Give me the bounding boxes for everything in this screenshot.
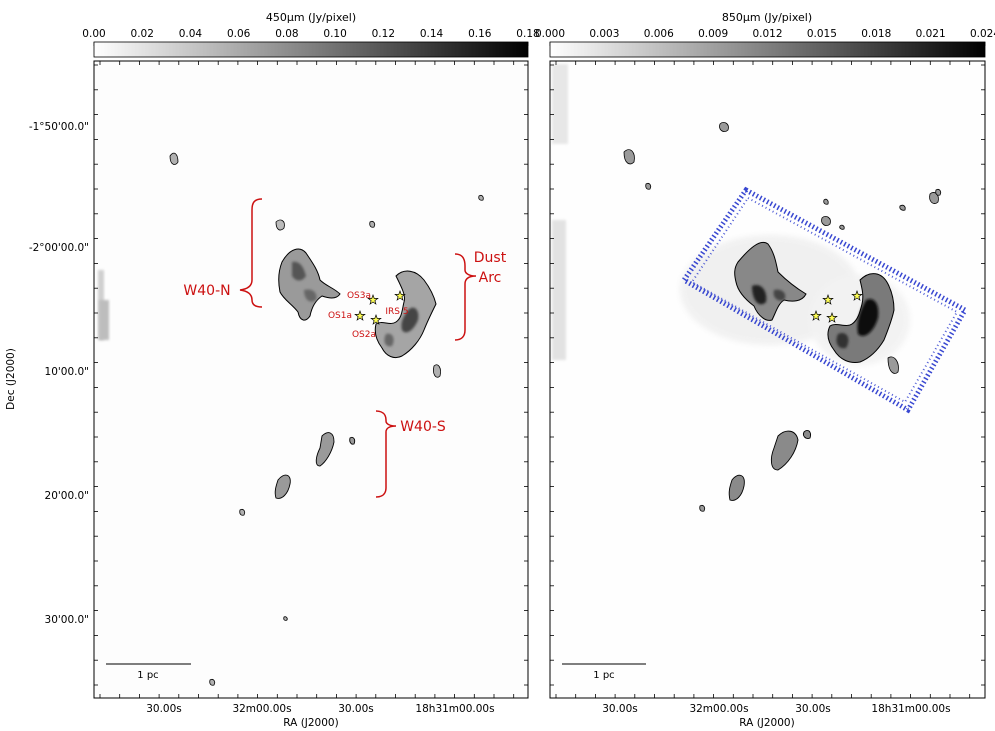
x-tick-label: 30.00s <box>146 703 182 715</box>
irs5-star-icon <box>394 289 406 301</box>
y-tick-label: -2°00'00.0" <box>29 242 89 254</box>
star-icon <box>826 311 838 323</box>
right-colorbar-bar <box>549 41 986 58</box>
right-scan-footprint <box>680 186 969 414</box>
colorbar-tick-label: 0.10 <box>323 28 346 40</box>
left-x-axis-label: RA (J2000) <box>283 717 338 729</box>
right-w40s-emission <box>728 429 811 501</box>
left-sources: OS3a IRS 5 OS1a OS2a <box>328 289 409 340</box>
x-tick-label: 30.00s <box>602 703 638 715</box>
x-tick-label: 18h31m00.00s <box>871 703 950 715</box>
left-colorbar-tick-labels: 0.00 0.02 0.04 0.06 0.08 0.10 0.12 0.14 0.16 0.18 <box>82 28 540 46</box>
x-tick-label: 32m00.00s <box>689 703 748 715</box>
left-colorbar-bar <box>93 41 529 58</box>
os2a-label: OS2a <box>352 330 376 340</box>
left-colorbar: 450μm (Jy/pixel) 0.00 0.02 0.04 0.06 0.08 0.1… <box>82 11 540 58</box>
left-small-clumps <box>169 152 484 686</box>
y-tick-label: 10'00.0" <box>45 366 89 378</box>
right-panel: 850μm (Jy/pixel) 0.000 0.003 0.006 0.009 0.0… <box>535 11 995 729</box>
right-sources <box>810 289 863 323</box>
w40s-bracket <box>375 410 397 498</box>
left-w40n-emission <box>275 219 341 321</box>
right-edge-noise <box>552 64 568 360</box>
left-dust-arc-emission <box>374 270 437 359</box>
right-small-clumps <box>623 122 942 512</box>
y-tick-label: -1°50'00.0" <box>29 121 89 133</box>
colorbar-tick-label: 0.08 <box>275 28 298 40</box>
y-tick-label: 30'00.0" <box>45 614 89 626</box>
colorbar-tick-label: 0.024 <box>970 28 995 40</box>
colorbar-tick-label: 0.02 <box>131 28 154 40</box>
os3a-star-icon <box>367 293 379 305</box>
w40n-label: W40-N <box>183 283 230 299</box>
right-x-tick-labels: 30.00s 32m00.00s 30.00s 18h31m00.00s <box>602 703 950 715</box>
x-tick-label: 18h31m00.00s <box>415 703 494 715</box>
colorbar-tick-label: 0.003 <box>589 28 619 40</box>
os3a-label: OS3a <box>347 291 371 301</box>
y-tick-label: 20'00.0" <box>45 490 89 502</box>
right-axis-tick-marks <box>550 61 985 698</box>
colorbar-tick-label: 0.06 <box>227 28 251 40</box>
colorbar-tick-label: 0.12 <box>372 28 395 40</box>
colorbar-tick-label: 0.18 <box>516 28 539 40</box>
dust-arc-bracket <box>454 253 477 341</box>
right-colorbar: 850μm (Jy/pixel) 0.000 0.003 0.006 0.009 0.0… <box>535 11 995 58</box>
os2a-star-icon <box>370 313 382 325</box>
w40n-bracket <box>239 198 263 308</box>
x-tick-label: 30.00s <box>795 703 831 715</box>
left-y-tick-labels: -1°50'00.0" -2°00'00.0" 10'00.0" 20'00.0… <box>29 121 89 626</box>
colorbar-tick-label: 0.16 <box>468 28 492 40</box>
left-annotations <box>239 198 477 498</box>
colorbar-tick-label: 0.00 <box>82 28 105 40</box>
colorbar-tick-label: 0.04 <box>179 28 203 40</box>
right-image-frame <box>549 60 986 699</box>
left-image-frame <box>93 60 529 699</box>
colorbar-tick-label: 0.012 <box>752 28 782 40</box>
left-axis-tick-marks <box>94 61 528 698</box>
x-tick-label: 32m00.00s <box>232 703 291 715</box>
left-panel: 450μm (Jy/pixel) 0.00 0.02 0.04 0.06 0.08 0.1… <box>5 11 540 729</box>
star-icon <box>810 309 822 321</box>
colorbar-tick-label: 0.015 <box>807 28 837 40</box>
colorbar-tick-label: 0.018 <box>861 28 891 40</box>
left-w40s-emission <box>274 432 356 499</box>
right-w40n-emission <box>734 242 807 321</box>
star-icon <box>851 289 863 301</box>
dust-arc-label-line1: Dust <box>474 250 507 266</box>
colorbar-tick-label: 0.000 <box>535 28 565 40</box>
w40s-label: W40-S <box>400 419 446 435</box>
os1a-star-icon <box>354 309 366 321</box>
right-scalebar-label: 1 pc <box>593 670 614 681</box>
colorbar-tick-label: 0.14 <box>420 28 444 40</box>
right-dust-arc-emission <box>827 273 895 363</box>
star-icon <box>822 293 834 305</box>
left-edge-noise <box>98 270 109 340</box>
right-x-axis-label: RA (J2000) <box>739 717 794 729</box>
y-axis-label: Dec (J2000) <box>5 348 17 410</box>
colorbar-tick-label: 0.009 <box>698 28 728 40</box>
os1a-label: OS1a <box>328 311 352 321</box>
colorbar-tick-label: 0.021 <box>916 28 946 40</box>
colorbar-tick-label: 0.006 <box>644 28 674 40</box>
left-scalebar-label: 1 pc <box>137 670 158 681</box>
x-tick-label: 30.00s <box>338 703 374 715</box>
left-x-tick-labels: 30.00s 32m00.00s 30.00s 18h31m00.00s <box>146 703 494 715</box>
left-colorbar-title: 450μm (Jy/pixel) <box>266 11 356 24</box>
right-colorbar-title: 850μm (Jy/pixel) <box>722 11 812 24</box>
dust-arc-label-line2: Arc <box>479 270 502 286</box>
irs5-label: IRS 5 <box>385 307 408 317</box>
